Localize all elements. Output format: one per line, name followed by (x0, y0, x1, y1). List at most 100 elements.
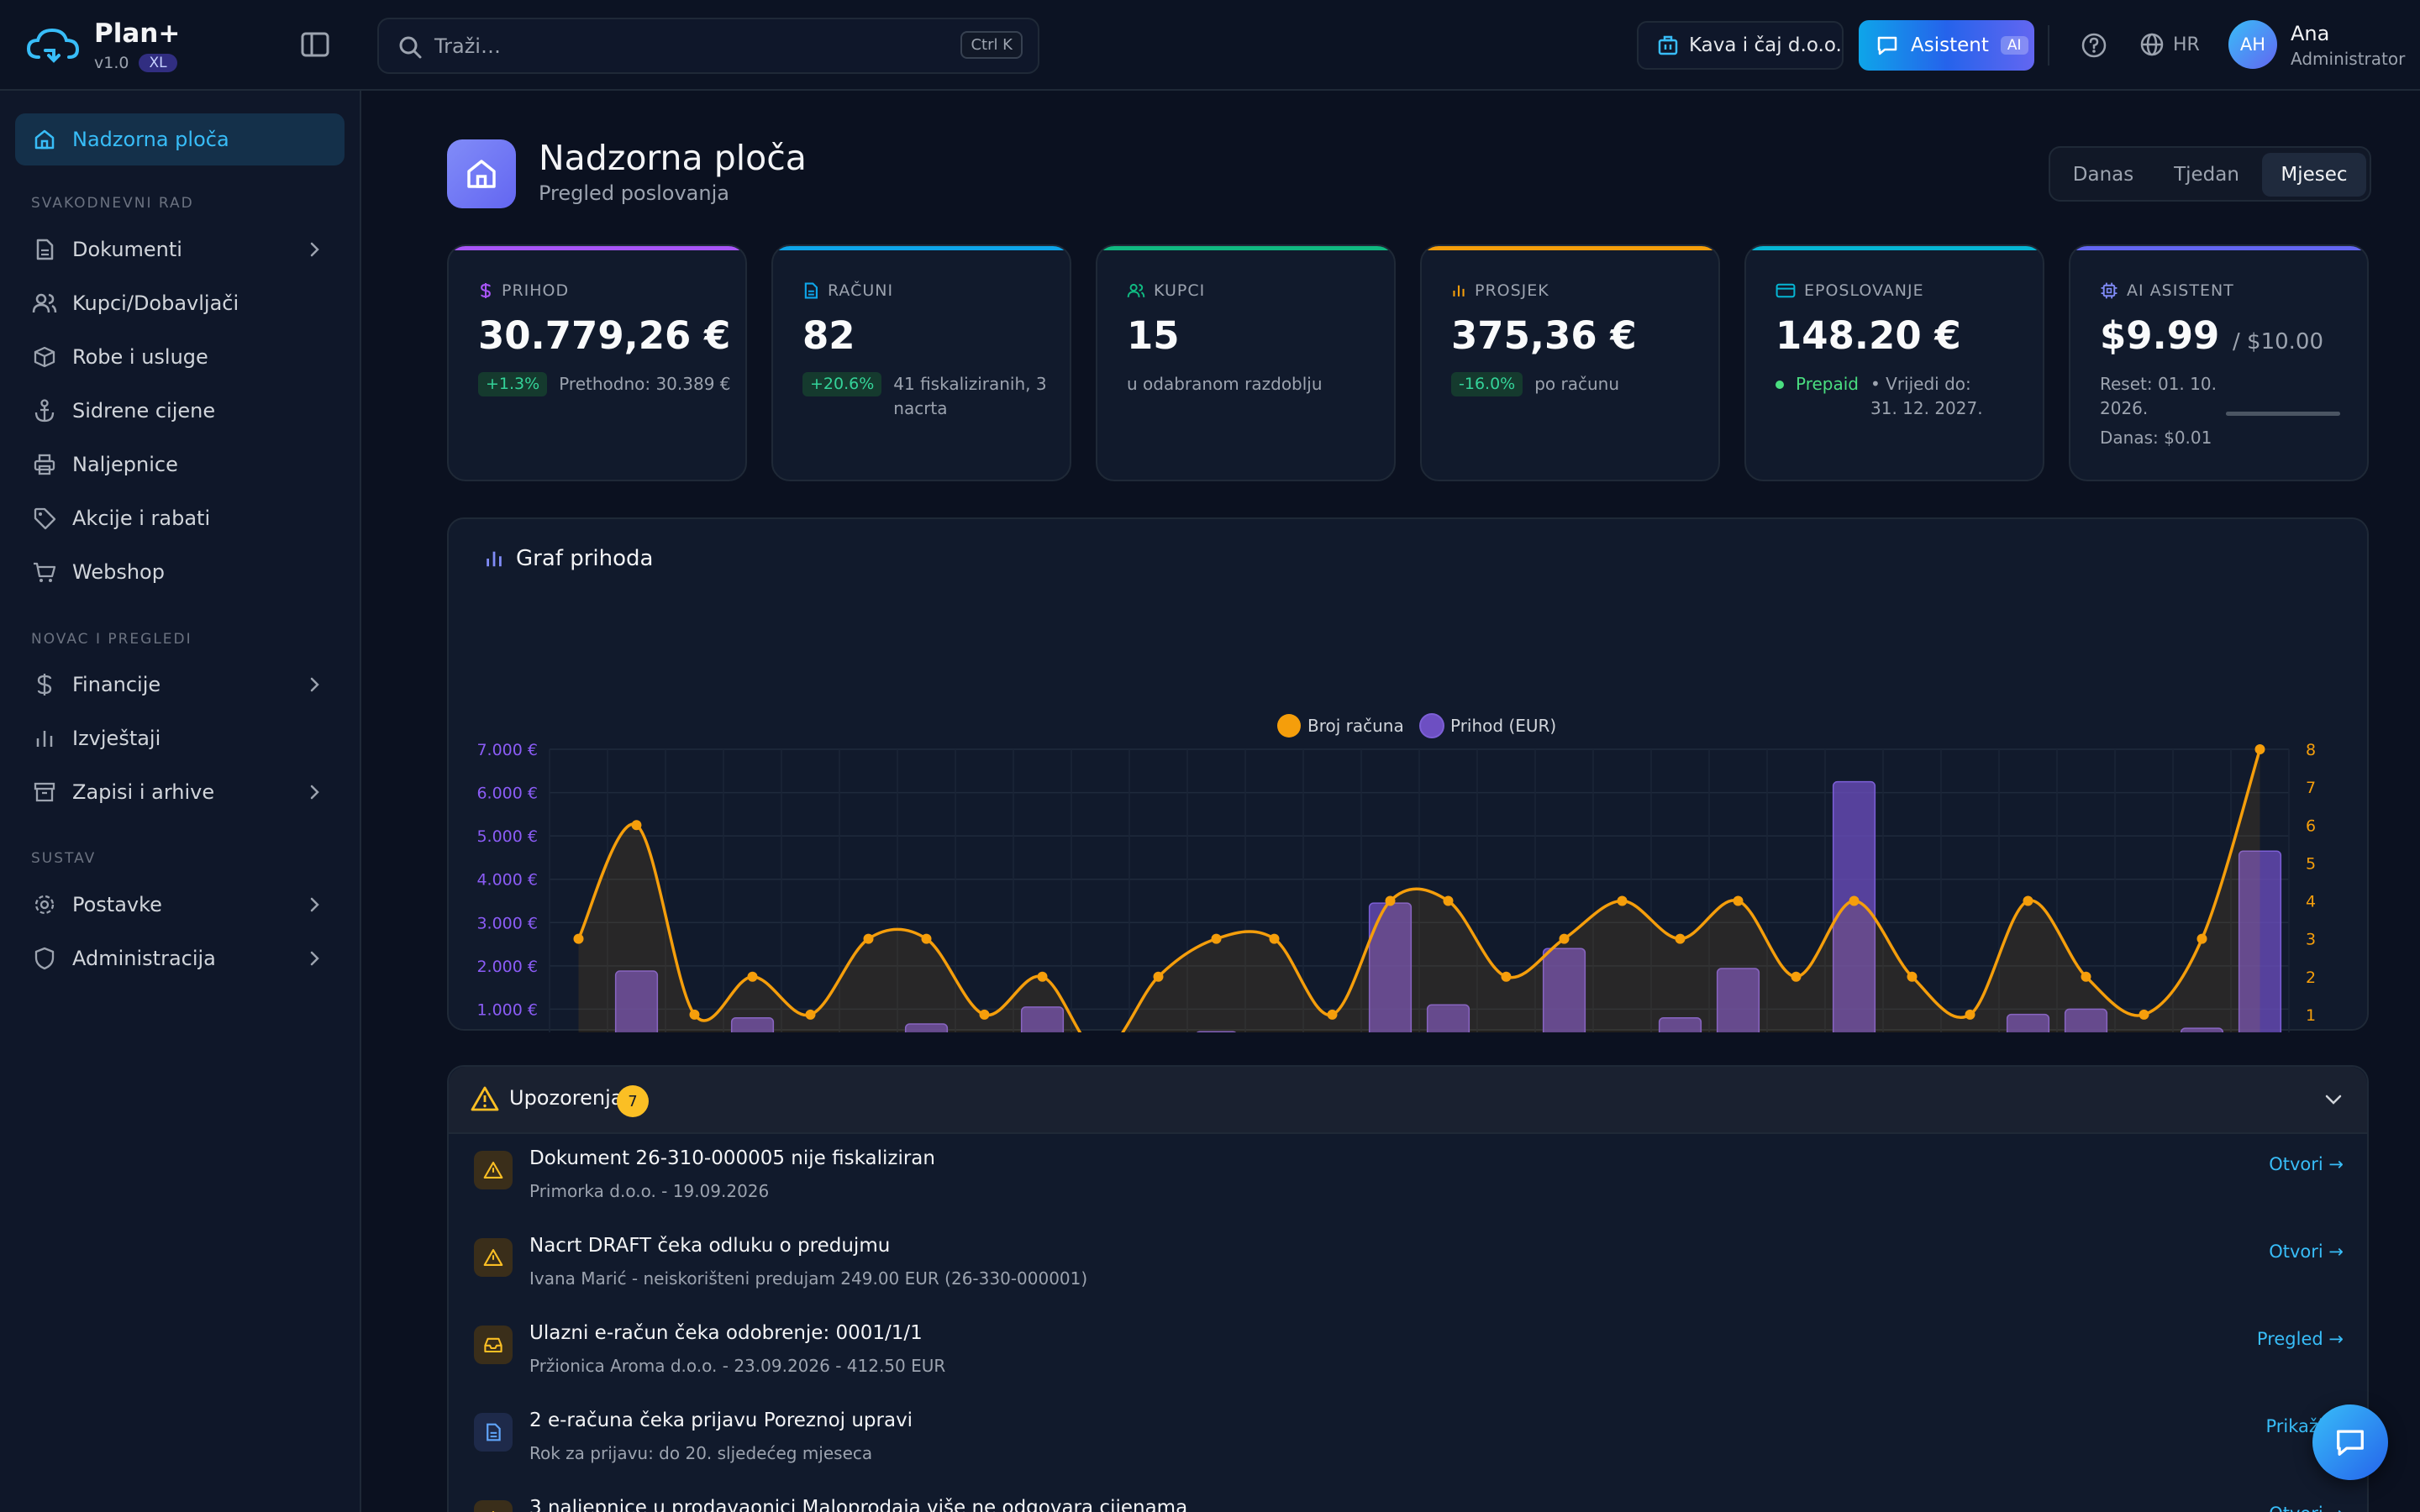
sidebar-item-zapisi[interactable]: Zapisi i arhive (15, 766, 345, 818)
status-dot (1776, 381, 1784, 389)
assistant-button[interactable]: Asistent AI (1859, 20, 2034, 71)
document-icon (487, 1423, 501, 1441)
help-button[interactable] (2081, 32, 2107, 64)
sidebar-item-label: Zapisi i arhive (72, 780, 215, 804)
legend-label: Broj računa (1307, 716, 1404, 736)
invoice-count-point (1269, 933, 1280, 944)
sidebar-item-administracija[interactable]: Administracija (15, 932, 345, 984)
sidebar-item-label: Dokumenti (72, 238, 182, 261)
sidebar-item-robe[interactable]: Robe i usluge (15, 331, 345, 383)
sidebar-item-webshop[interactable]: Webshop (15, 546, 345, 598)
chat-fab-button[interactable] (2312, 1404, 2388, 1480)
sidebar-item-label: Izvještaji (72, 727, 161, 750)
kpi-card-eposlovanje[interactable]: EPOSLOVANJE 148.20 € Prepaid • Vrijedi d… (1744, 244, 2044, 481)
sidebar-item-postavke[interactable]: Postavke (15, 879, 345, 931)
search-box[interactable]: Traži… Ctrl K (377, 18, 1039, 74)
invoice-count-point (1617, 895, 1628, 906)
warning-item[interactable]: 3 naljepnice u prodavaonici Maloprodaja … (449, 1485, 2367, 1512)
warning-item[interactable]: Ulazni e-račun čeka odobrenje: 0001/1/1 … (449, 1310, 2367, 1398)
legend-label: Prihod (EUR) (1450, 716, 1556, 736)
card-label: PROSJEK (1475, 281, 1549, 300)
revenue-bar (2064, 1008, 2108, 1032)
sidebar-item-sidrene-cijene[interactable]: Sidrene cijene (15, 385, 345, 437)
card-accent-bar (1097, 246, 1394, 250)
language-selector[interactable]: HR (2139, 32, 2200, 57)
avatar[interactable]: AH (2228, 20, 2277, 69)
kpi-card-prihod[interactable]: PRIHOD 30.779,26 € +1.3% Prethodno: 30.38… (447, 244, 747, 481)
chevron-right-icon (310, 951, 319, 966)
period-month-button[interactable]: Mjesec (2262, 153, 2366, 197)
kpi-card-kupci[interactable]: KUPCI 15 u odabranom razdoblju (1096, 244, 1396, 481)
revenue-bar (614, 970, 659, 1032)
search-icon (399, 36, 422, 59)
kpi-card-racuni[interactable]: RAČUNI 82 +20.6% 41 fiskaliziranih, 3 nac… (771, 244, 1071, 481)
card-accent-bar (449, 246, 745, 250)
card-value-limit: / $10.00 (2233, 329, 2324, 354)
warning-action-link[interactable]: Otvori → (2269, 1154, 2344, 1174)
card-label: AI ASISTENT (2127, 281, 2234, 300)
revenue-chart[interactable]: 0 €1.000 €2.000 €3.000 €4.000 €5.000 €6.… (449, 519, 2370, 1032)
sidebar-item-label: Robe i usluge (72, 345, 208, 369)
revenue-bar (904, 1023, 949, 1032)
y-right-tick-label: 2 (2306, 969, 2316, 987)
chat-icon (2337, 1430, 2364, 1456)
chevron-down-icon[interactable] (2323, 1090, 2344, 1109)
revenue-bar (1658, 1016, 1702, 1032)
invoice-count-point (747, 971, 758, 982)
chevron-right-icon (310, 677, 319, 692)
sidebar-item-dashboard[interactable]: Nadzorna ploča (15, 113, 345, 165)
company-selector[interactable]: Kava i čaj d.o.o. (1637, 21, 1844, 70)
warning-action-link[interactable]: Otvori → (2269, 1242, 2344, 1262)
dollar-icon (37, 674, 52, 696)
period-week-button[interactable]: Tjedan (2174, 164, 2239, 186)
y-left-tick-label: 4.000 € (476, 871, 538, 890)
warning-action-link[interactable]: Otvori → (2269, 1504, 2344, 1512)
card-value: 375,36 € (1451, 313, 1637, 358)
period-selector: Danas Tjedan Mjesec (2049, 146, 2371, 202)
card-note-today: Danas: $0.01 (2100, 428, 2212, 448)
sidebar-item-izvjestaji[interactable]: Izvještaji (15, 712, 345, 764)
card-value: 148.20 € (1776, 313, 1961, 358)
inbox-icon (484, 1337, 502, 1353)
sidebar-item-financije[interactable]: Financije (15, 659, 345, 711)
card-accent-bar (2070, 246, 2367, 250)
sidebar-item-dokumenti[interactable]: Dokumenti (15, 223, 345, 276)
tag-icon (34, 507, 56, 530)
sidebar-item-kupci[interactable]: Kupci/Dobavljači (15, 277, 345, 329)
user-menu[interactable]: Ana Administrator (2291, 22, 2405, 69)
search-shortcut: Ctrl K (960, 31, 1023, 59)
card-label: RAČUNI (828, 281, 894, 300)
trend-badge: +1.3% (478, 372, 548, 396)
warnings-header[interactable]: Upozorenja 7 (449, 1067, 2367, 1134)
y-left-tick-label: 1.000 € (476, 1000, 538, 1019)
search-input[interactable]: Traži… (434, 34, 501, 58)
company-name: Kava i čaj d.o.o. (1689, 34, 1842, 56)
invoice-count-point (2254, 744, 2265, 754)
invoice-count-point (1501, 971, 1512, 982)
globe-icon (2140, 33, 2164, 56)
sidebar-toggle-button[interactable] (299, 30, 331, 59)
warning-action-link[interactable]: Pregled → (2256, 1329, 2344, 1349)
sidebar-item-label: Nadzorna ploča (72, 128, 229, 151)
card-note: • Vrijedi do: 31. 12. 2027. (1870, 374, 1983, 418)
kpi-card-ai-asistent[interactable]: AI ASISTENT $9.99 / $10.00 Reset: 01. 10… (2069, 244, 2369, 481)
sidebar-item-akcije[interactable]: Akcije i rabati (15, 492, 345, 544)
sidebar-item-naljepnice[interactable]: Naljepnice (15, 438, 345, 491)
invoice-count-point (1559, 933, 1570, 944)
warning-triangle-icon (483, 1249, 503, 1266)
card-note: po računu (1534, 374, 1620, 394)
warning-item[interactable]: Nacrt DRAFT čeka odluku o predujmu Ivana… (449, 1223, 2367, 1310)
cpu-icon (2101, 282, 2118, 299)
revenue-bar (1542, 948, 1586, 1032)
warning-item[interactable]: 2 e-računa čeka prijavu Poreznoj upravi … (449, 1398, 2367, 1485)
invoice-count-point (1037, 971, 1048, 982)
bar-chart-icon (1453, 285, 1465, 297)
brand[interactable]: Plan+ v1.0 XL (25, 18, 180, 72)
invoice-count-point (2139, 1009, 2149, 1020)
warnings-panel: Upozorenja 7 Dokument 26-310-000005 nije… (447, 1065, 2369, 1512)
card-note: u odabranom razdoblju (1127, 374, 1323, 394)
kpi-card-prosjek[interactable]: PROSJEK 375,36 € -16.0% po računu (1420, 244, 1720, 481)
invoice-count-point (2081, 971, 2091, 982)
warning-item[interactable]: Dokument 26-310-000005 nije fiskaliziran… (449, 1136, 2367, 1223)
period-today-button[interactable]: Danas (2072, 164, 2134, 186)
